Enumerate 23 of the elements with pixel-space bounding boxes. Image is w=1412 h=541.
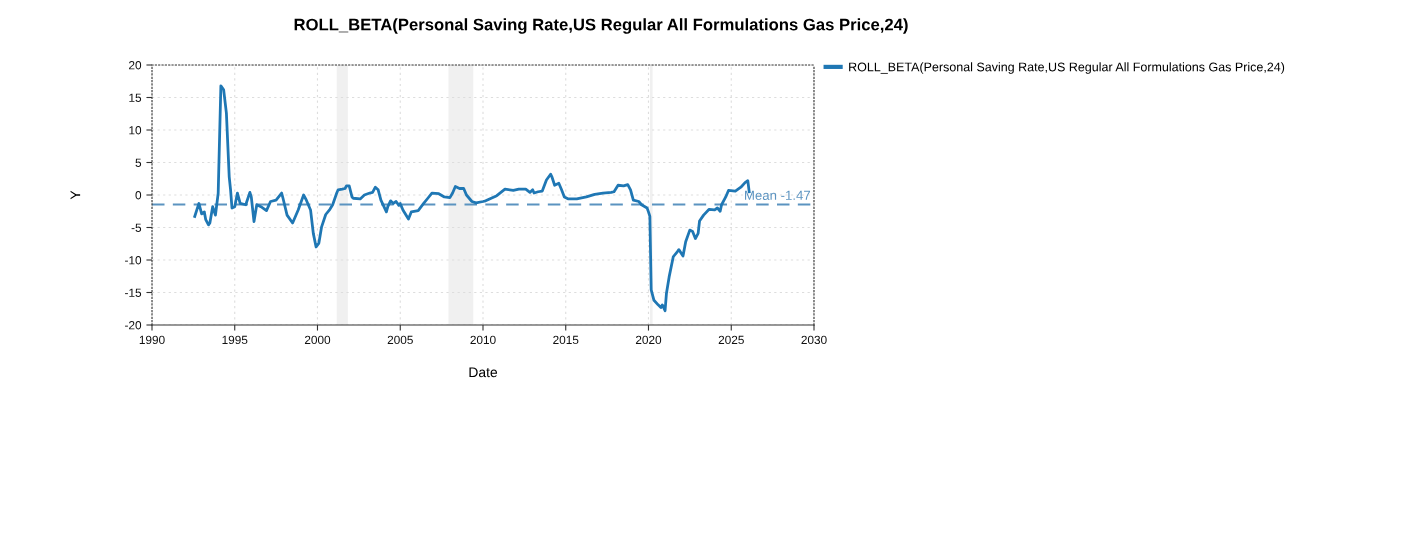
y-axis-title: Y (70, 190, 81, 200)
y-tick-label: 15 (129, 93, 142, 102)
y-tick-label: -10 (125, 256, 142, 265)
legend-label: ROLL_BETA(Personal Saving Rate,US Regular All Formulations Gas Price,24) (849, 62, 1285, 74)
y-tick-label: -5 (131, 223, 142, 232)
x-tick-label: 1990 (139, 335, 165, 345)
x-tick-label: 2020 (635, 335, 662, 345)
chart-title: ROLL_BETA(Personal Saving Rate,US Regular All Formulations Gas Price,24) (294, 18, 908, 34)
y-tick-label: -20 (125, 321, 142, 330)
x-tick-label: 2030 (801, 335, 827, 345)
x-axis-title: Date (469, 367, 498, 378)
y-tick-label: 10 (129, 126, 142, 135)
x-tick-label: 2000 (304, 335, 331, 345)
x-tick-label: 2015 (553, 335, 579, 345)
x-tick-label: 2025 (718, 335, 744, 345)
y-tick-label: 20 (129, 61, 142, 70)
x-tick-label: 2010 (470, 335, 496, 345)
y-tick-label: 5 (135, 158, 142, 167)
x-tick-label: 2005 (387, 335, 413, 345)
y-tick-label: -15 (125, 288, 142, 297)
y-tick-label: 0 (135, 191, 142, 200)
ref-line-label: Mean -1.47 (745, 190, 811, 200)
x-tick-label: 1995 (222, 335, 248, 345)
